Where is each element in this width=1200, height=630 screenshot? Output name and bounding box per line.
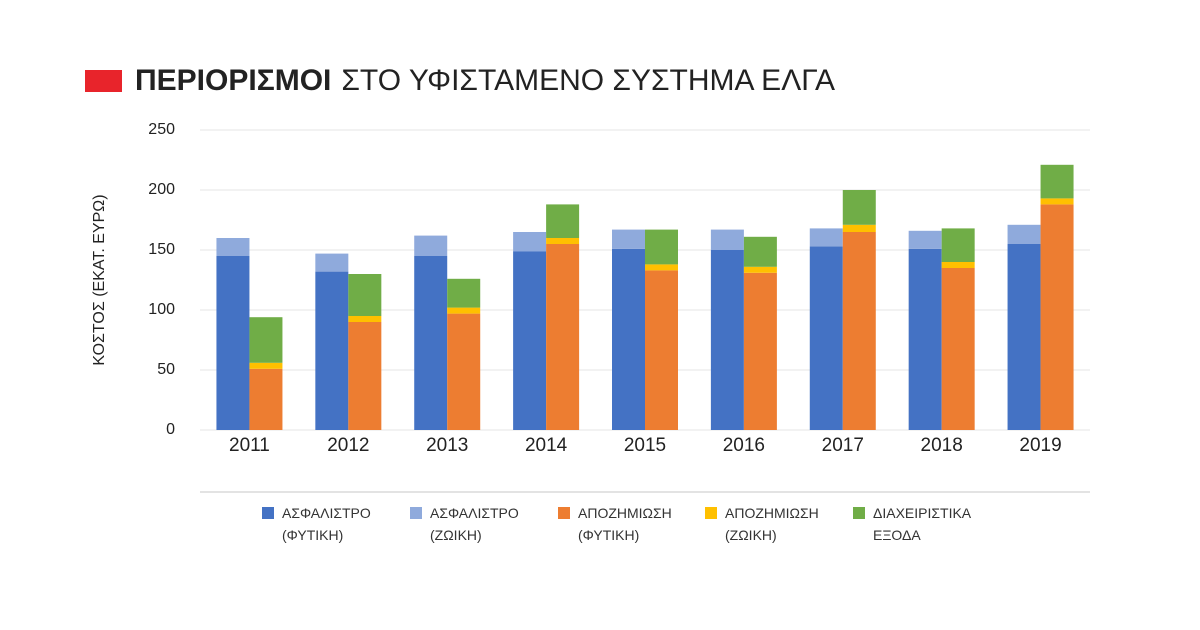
bar-segment xyxy=(348,274,382,316)
bar-segment xyxy=(710,229,744,250)
legend-swatch xyxy=(558,507,570,519)
bar-segment xyxy=(1040,164,1074,199)
bar-segment xyxy=(513,232,547,252)
legend-swatch xyxy=(410,507,422,519)
bar-segment xyxy=(743,272,777,430)
bar-segment xyxy=(348,316,382,322)
bar-segment xyxy=(315,253,349,272)
bar-segment xyxy=(743,266,777,273)
x-tick-label: 2012 xyxy=(327,435,369,456)
y-tick-label: 100 xyxy=(148,301,175,318)
legend-item: ΔΙΑΧΕΙΡΙΣΤΙΚΑ ΕΞΟΔΑ xyxy=(853,502,970,546)
legend-label: ΔΙΑΧΕΙΡΙΣΤΙΚΑ ΕΞΟΔΑ xyxy=(873,505,971,543)
legend-swatch xyxy=(262,507,274,519)
bar-segment xyxy=(710,250,744,430)
bar-segment xyxy=(315,271,349,430)
x-tick-label: 2016 xyxy=(723,435,765,456)
y-tick-label: 50 xyxy=(157,361,175,378)
chart-title: ΣΤΟ ΥΦΙΣΤΑΜΕΝΟ ΣΥΣΤΗΜΑ ΕΛΓΑ xyxy=(341,64,835,97)
bar-segment xyxy=(842,224,876,232)
bar-segment xyxy=(842,232,876,430)
bar-segment xyxy=(249,362,283,369)
legend-label: ΑΠΟΖΗΜΙΩΣΗ (ΖΩΙΚΗ) xyxy=(725,505,819,543)
bar-segment xyxy=(809,228,843,247)
x-tick-label: 2014 xyxy=(525,435,568,456)
bar-segment xyxy=(1007,224,1041,244)
x-tick-label: 2015 xyxy=(624,435,666,456)
bar-segment xyxy=(941,262,975,268)
legend-label: ΑΣΦΑΛΙΣΤΡΟ (ΖΩΙΚΗ) xyxy=(430,505,519,543)
bar-segment xyxy=(1040,198,1074,205)
y-tick-label: 0 xyxy=(166,421,175,438)
y-axis-label: ΚΟΣΤΟΣ (ΕΚΑΤ. ΕΥΡΩ) xyxy=(91,194,108,365)
legend-label: ΑΠΟΖΗΜΙΩΣΗ (ΦΥΤΙΚΗ) xyxy=(578,505,672,543)
bar-segment xyxy=(941,228,975,262)
bar-segment xyxy=(809,246,843,430)
bar-segment xyxy=(546,244,580,430)
x-tick-label: 2013 xyxy=(426,435,468,456)
x-tick-label: 2018 xyxy=(921,435,963,456)
y-tick-label: 200 xyxy=(148,181,175,198)
bar-segment xyxy=(1040,204,1074,430)
bar-segment xyxy=(842,190,876,225)
bar-segment xyxy=(612,248,645,430)
bar-segment xyxy=(249,368,283,430)
bar-segment xyxy=(216,238,250,256)
legend-item: ΑΠΟΖΗΜΙΩΣΗ (ΦΥΤΙΚΗ) xyxy=(558,502,672,546)
bar-segment xyxy=(645,229,678,265)
bar-segment xyxy=(414,235,448,256)
bar-segment xyxy=(348,322,382,430)
bar-segment xyxy=(743,236,777,267)
bar-segment xyxy=(908,230,942,249)
legend-swatch xyxy=(853,507,865,519)
bar-segment xyxy=(513,251,547,430)
bar-segment xyxy=(447,278,481,308)
legend-swatch xyxy=(705,507,717,519)
bar-segment xyxy=(1007,244,1041,430)
bar-segment xyxy=(447,313,481,430)
bar-segment xyxy=(447,307,481,314)
bar-segment xyxy=(546,238,580,244)
x-tick-label: 2017 xyxy=(822,435,864,456)
chart-title-emphasis: ΠΕΡΙΟΡΙΣΜΟΙ xyxy=(135,64,331,97)
y-tick-label: 250 xyxy=(148,121,175,138)
bar-segment xyxy=(908,248,942,430)
y-tick-label: 150 xyxy=(148,241,175,258)
bar-segment xyxy=(216,256,250,430)
bar-segment xyxy=(941,268,975,430)
x-tick-label: 2019 xyxy=(1019,435,1061,456)
legend-item: ΑΣΦΑΛΙΣΤΡΟ (ΖΩΙΚΗ) xyxy=(410,502,519,546)
legend-item: ΑΣΦΑΛΙΣΤΡΟ (ΦΥΤΙΚΗ) xyxy=(262,502,371,546)
title-marker xyxy=(85,70,122,92)
bar-segment xyxy=(546,204,580,238)
bar-segment xyxy=(414,256,448,430)
x-tick-label: 2011 xyxy=(229,435,270,456)
bar-segment xyxy=(249,317,283,363)
bar-segment xyxy=(645,264,678,271)
legend-item: ΑΠΟΖΗΜΙΩΣΗ (ΖΩΙΚΗ) xyxy=(705,502,819,546)
bar-segment xyxy=(612,229,645,249)
legend-label: ΑΣΦΑΛΙΣΤΡΟ (ΦΥΤΙΚΗ) xyxy=(282,505,371,543)
bar-segment xyxy=(645,270,678,430)
